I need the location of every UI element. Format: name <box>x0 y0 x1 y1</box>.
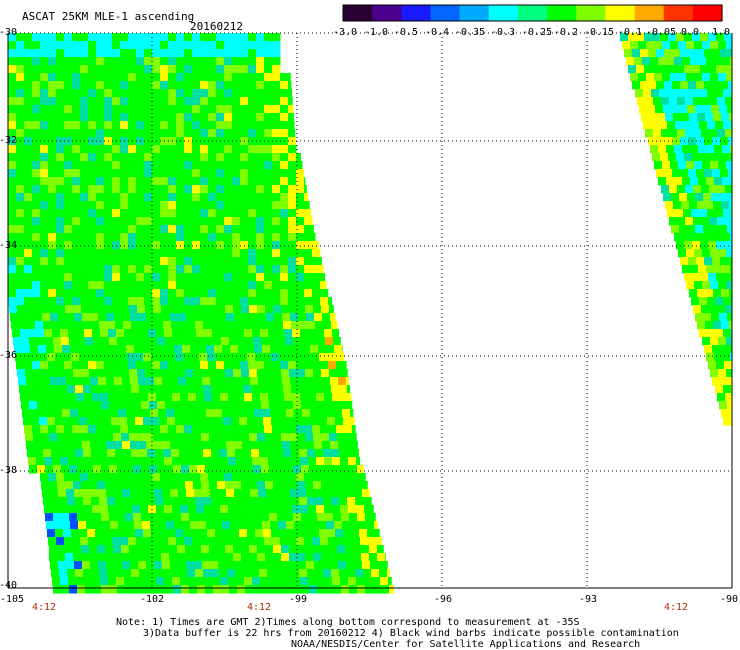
note-line-2: 3)Data buffer is 22 hrs from 20160212 4)… <box>143 628 679 639</box>
x-tick-label: -99 <box>288 594 308 605</box>
colorbar-label: -0.1 <box>617 27 643 38</box>
pass-time-label: 4:12 <box>246 602 272 613</box>
colorbar-label: -0.05 <box>645 27 677 38</box>
y-tick-label: -30 <box>0 27 17 38</box>
colorbar-segment <box>343 5 373 21</box>
colorbar-segment <box>547 5 577 21</box>
colorbar-label: -0.15 <box>583 27 615 38</box>
colorbar-label: -0.25 <box>521 27 553 38</box>
y-tick-label: -40 <box>0 580 17 591</box>
colorbar-label: -0.4 <box>424 27 450 38</box>
colorbar-label: -0.3 <box>490 27 516 38</box>
colorbar-label: -0.35 <box>454 27 486 38</box>
colorbar-segment <box>663 5 694 21</box>
colorbar-border <box>342 4 723 22</box>
note-line-1: Note: 1) Times are GMT 2)Times along bot… <box>116 617 580 628</box>
colorbar <box>342 4 723 22</box>
x-tick-label: -90 <box>719 594 739 605</box>
x-tick-label: -102 <box>139 594 165 605</box>
colorbar-segment <box>605 5 636 21</box>
colorbar-segment <box>692 5 723 21</box>
x-tick-label: -93 <box>578 594 598 605</box>
colorbar-label: 0.0 <box>680 27 700 38</box>
x-tick-label: -96 <box>433 594 453 605</box>
colorbar-segment <box>576 5 606 21</box>
colorbar-label: -1.0 <box>363 27 389 38</box>
pass-time-label: 4:12 <box>663 602 689 613</box>
colorbar-segment <box>459 5 490 21</box>
colorbar-label: 1.0 <box>711 27 731 38</box>
grid-lines <box>8 32 732 588</box>
note-line-3: NOAA/NESDIS/Center for Satellite Applica… <box>291 639 641 650</box>
colorbar-segment <box>401 5 432 21</box>
pass-time-label: 4:12 <box>31 602 57 613</box>
colorbar-segment <box>430 5 461 21</box>
colorbar-label: -0.5 <box>393 27 419 38</box>
colorbar-label: -0.2 <box>553 27 579 38</box>
left-swath <box>8 33 394 594</box>
map-date: 20160212 <box>190 20 243 33</box>
map-title: ASCAT 25KM MLE-1 ascending <box>22 10 195 23</box>
plot-frame <box>7 33 733 589</box>
colorbar-label: -3.0 <box>332 27 358 38</box>
y-tick-label: -34 <box>0 240 17 251</box>
colorbar-segment <box>372 5 402 21</box>
right-swath <box>620 33 733 426</box>
colorbar-segment <box>634 5 665 21</box>
colorbar-segment <box>517 5 548 21</box>
y-tick-label: -32 <box>0 135 17 146</box>
y-tick-label: -36 <box>0 350 17 361</box>
colorbar-segment <box>488 5 519 21</box>
x-tick-label: -105 <box>0 594 25 605</box>
y-tick-label: -38 <box>0 465 17 476</box>
